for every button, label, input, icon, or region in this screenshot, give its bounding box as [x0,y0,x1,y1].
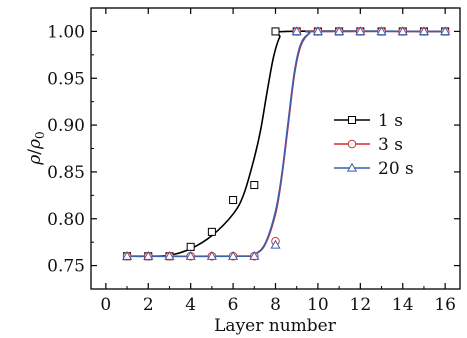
x-axis-ticks: 0 2 4 6 8 10 12 14 16 [100,8,456,315]
legend-marker-2 [346,162,358,172]
y-tick-label: 0.85 [47,163,85,183]
y-axis-title-slash: / [25,149,45,155]
legend-marker-0 [348,116,356,124]
data-point-2 [143,251,154,260]
y-axis-title-subscript: 0 [33,131,47,139]
data-point-0 [271,27,280,36]
data-point-0 [229,196,238,205]
x-axis-title: Layer number [214,316,337,336]
legend: 1 s 3 s 20 s [334,111,414,179]
data-point-0 [207,227,216,236]
data-point-2 [355,26,366,36]
x-tick-label: 16 [434,295,456,315]
x-tick-label: 2 [143,295,154,315]
data-point-2 [164,251,175,260]
legend-label-0: 1 s [378,111,403,131]
data-point-2 [270,239,281,249]
data-point-2 [291,26,302,36]
data-point-2 [312,26,323,36]
y-tick-label: 0.95 [47,69,85,89]
x-tick-label: 10 [307,295,329,315]
y-tick-label: 1.00 [47,22,85,42]
data-point-2 [206,251,217,260]
y-axis-title: ρ/ρ0 [25,131,47,165]
y-tick-label: 0.75 [47,257,85,277]
series-markers [121,26,451,261]
data-point-2 [228,251,239,260]
data-point-2 [397,26,408,36]
data-point-2 [249,251,260,260]
legend-marker-1 [347,139,357,149]
x-tick-label: 12 [350,295,372,315]
legend-label-1: 3 s [378,135,403,155]
x-tick-label: 6 [228,295,239,315]
data-point-0 [186,242,195,251]
data-point-2 [418,26,430,36]
x-tick-label: 4 [185,295,196,315]
y-tick-label: 0.80 [47,210,85,230]
y-axis-ticks: 0.75 0.80 0.85 0.90 0.95 1.00 [47,22,460,277]
legend-label-2: 20 s [378,159,414,179]
y-axis-title-rho0: ρ [25,139,45,150]
y-tick-label: 0.90 [47,116,85,136]
data-point-2 [334,26,345,36]
data-point-0 [250,181,259,190]
data-point-2 [121,251,133,260]
x-tick-label: 0 [100,295,111,315]
y-axis-title-rho: ρ [25,155,45,166]
x-tick-label: 14 [392,295,414,315]
data-point-2 [440,26,451,36]
data-point-2 [185,251,196,260]
x-tick-label: 8 [270,295,281,315]
data-point-2 [376,26,387,36]
